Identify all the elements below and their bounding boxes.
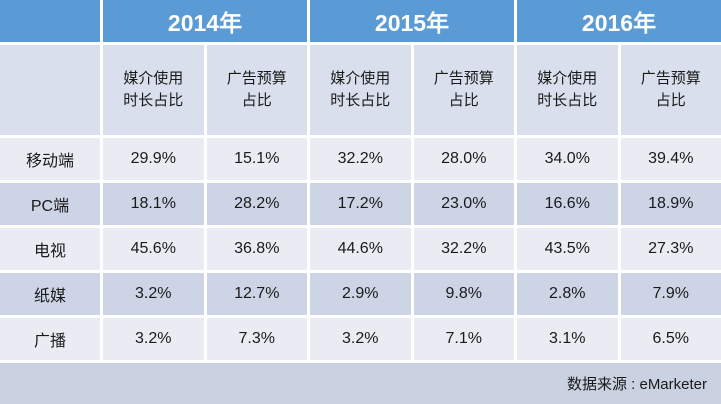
data-cell: 17.2% xyxy=(310,183,411,225)
row-label: 电视 xyxy=(0,228,100,270)
data-cell: 2.8% xyxy=(517,273,618,315)
subheader-budget-2015: 广告预算 占比 xyxy=(413,45,514,135)
data-cell: 3.1% xyxy=(517,318,618,360)
data-cell: 44.6% xyxy=(310,228,411,270)
subheader-media-2016: 媒介使用 时长占比 xyxy=(517,45,618,135)
data-cell: 18.1% xyxy=(103,183,204,225)
data-cell: 28.0% xyxy=(413,138,514,180)
data-cell: 32.2% xyxy=(413,228,514,270)
data-cell: 7.3% xyxy=(206,318,307,360)
subheader-budget-2014: 广告预算 占比 xyxy=(206,45,307,135)
year-header-2016: 2016年 xyxy=(517,0,721,42)
data-cell: 29.9% xyxy=(103,138,204,180)
data-cell: 3.2% xyxy=(103,273,204,315)
subheader-media-2014: 媒介使用 时长占比 xyxy=(103,45,204,135)
data-cell: 43.5% xyxy=(517,228,618,270)
data-cell: 12.7% xyxy=(206,273,307,315)
data-cell: 9.8% xyxy=(413,273,514,315)
row-label: 移动端 xyxy=(0,138,100,180)
year-header-2015: 2015年 xyxy=(310,0,514,42)
row-label: 纸媒 xyxy=(0,273,100,315)
data-cell: 23.0% xyxy=(413,183,514,225)
data-cell: 18.9% xyxy=(620,183,721,225)
data-cell: 3.2% xyxy=(103,318,204,360)
data-cell: 16.6% xyxy=(517,183,618,225)
data-cell: 34.0% xyxy=(517,138,618,180)
subheader-media-2015: 媒介使用 时长占比 xyxy=(310,45,411,135)
corner-cell xyxy=(0,0,100,42)
data-cell: 7.1% xyxy=(413,318,514,360)
subheader-budget-2016: 广告预算 占比 xyxy=(620,45,721,135)
data-cell: 45.6% xyxy=(103,228,204,270)
data-cell: 7.9% xyxy=(620,273,721,315)
year-header-2014: 2014年 xyxy=(103,0,307,42)
data-cell: 32.2% xyxy=(310,138,411,180)
data-cell: 3.2% xyxy=(310,318,411,360)
source-note: 数据来源 : eMarketer xyxy=(0,363,721,404)
row-label: PC端 xyxy=(0,183,100,225)
row-label: 广播 xyxy=(0,318,100,360)
data-cell: 6.5% xyxy=(620,318,721,360)
data-cell: 36.8% xyxy=(206,228,307,270)
data-cell: 2.9% xyxy=(310,273,411,315)
data-cell: 28.2% xyxy=(206,183,307,225)
data-cell: 27.3% xyxy=(620,228,721,270)
data-cell: 15.1% xyxy=(206,138,307,180)
data-cell: 39.4% xyxy=(620,138,721,180)
subheader-blank xyxy=(0,45,100,135)
